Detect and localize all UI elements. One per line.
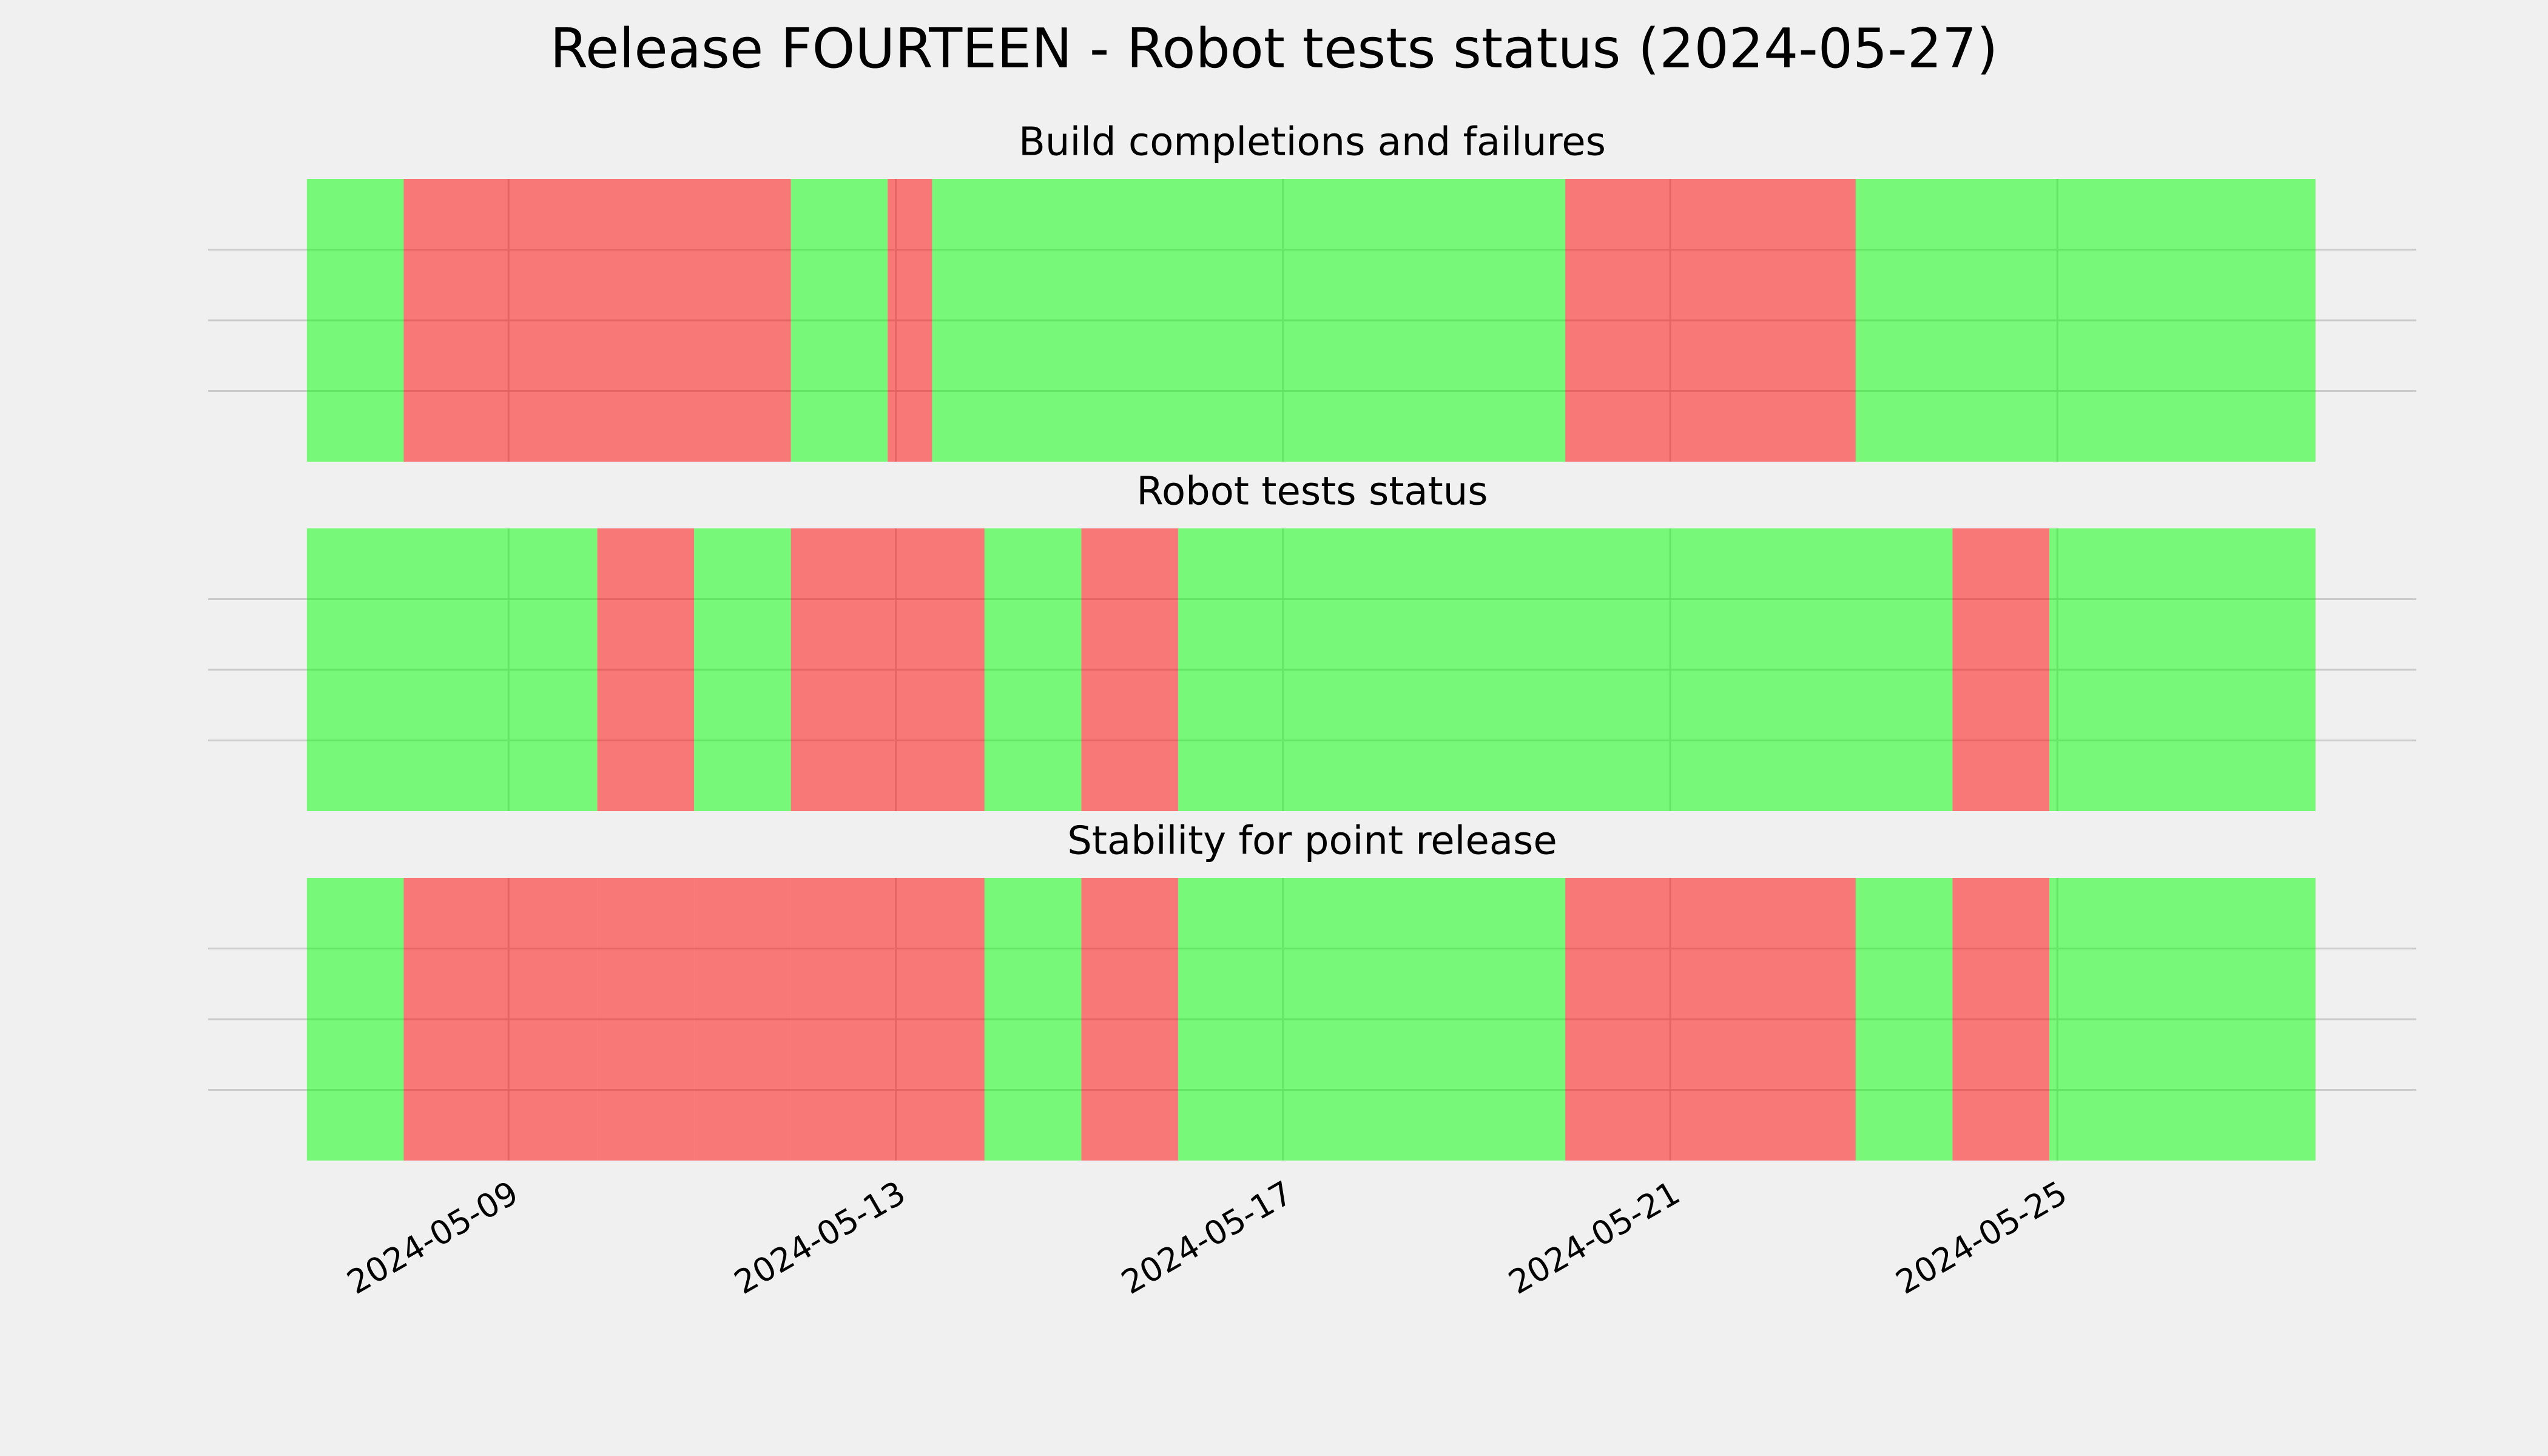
status-span	[2049, 878, 2316, 1161]
status-span	[694, 528, 791, 811]
status-span	[1952, 528, 2049, 811]
status-span	[403, 179, 791, 462]
status-span	[306, 528, 598, 811]
panel-title: Stability for point release	[1067, 819, 1557, 864]
status-span	[1178, 528, 1953, 811]
status-span	[1565, 878, 1856, 1161]
status-span	[888, 179, 932, 462]
status-span	[1081, 878, 1178, 1161]
status-span	[1855, 179, 2316, 462]
status-span	[1565, 179, 1856, 462]
status-span	[984, 878, 1082, 1161]
status-span	[790, 528, 985, 811]
status-span	[1952, 878, 2049, 1161]
status-span	[1178, 878, 1566, 1161]
status-span	[500, 878, 598, 1161]
status-span	[984, 528, 1082, 811]
status-span	[597, 528, 695, 811]
status-span	[597, 878, 695, 1161]
status-span	[306, 179, 404, 462]
status-span	[2049, 528, 2316, 811]
status-span	[403, 878, 501, 1161]
status-span	[790, 878, 985, 1161]
status-span	[932, 179, 1566, 462]
status-span	[790, 179, 888, 462]
status-span	[1081, 528, 1178, 811]
panel-title: Robot tests status	[1136, 470, 1488, 514]
status-span	[694, 878, 791, 1161]
status-span	[1855, 878, 1953, 1161]
status-span	[306, 878, 404, 1161]
figure-title: Release FOURTEEN - Robot tests status (2…	[550, 17, 1998, 81]
panel-title: Build completions and failures	[1019, 120, 1606, 165]
